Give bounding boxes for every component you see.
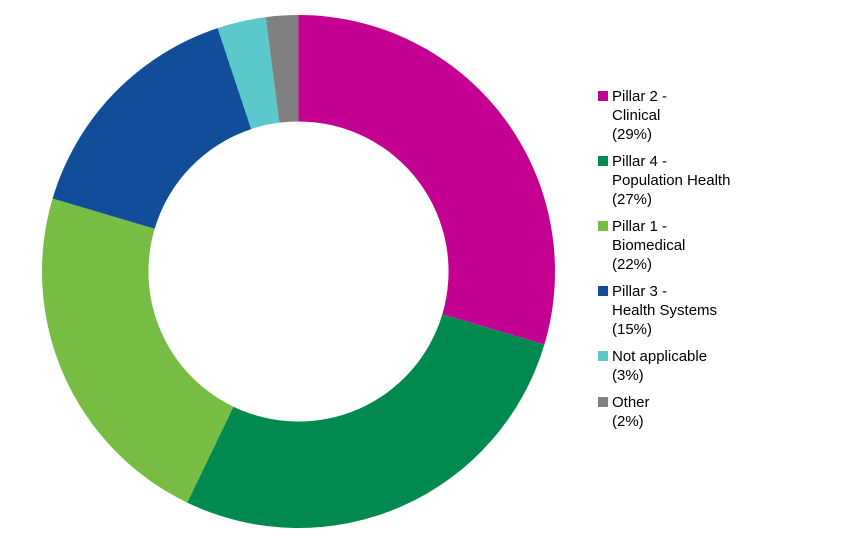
donut-segment-not-applicable — [217, 17, 280, 130]
legend-swatch — [598, 91, 608, 101]
legend-label-line: Health Systems — [612, 302, 718, 319]
legend-label-line: Not applicable — [612, 348, 708, 365]
legend-swatch — [598, 351, 608, 361]
legend-label-line: Pillar 2 - — [612, 88, 668, 105]
donut-segment-pillar-1-biomedical — [41, 198, 234, 503]
legend-item-pillar-2-clinical: Pillar 2 - Clinical (29%) — [598, 87, 730, 144]
legend-value-label: (2%) — [612, 413, 644, 430]
legend-value-label: (29%) — [612, 126, 653, 143]
legend-label-line: Population Health — [612, 172, 731, 189]
legend-item-pillar-4-population-health: Pillar 4 - Population Health (27%) — [598, 152, 730, 209]
donut-segment-pillar-4-population-health — [187, 314, 545, 529]
legend-label-line: Pillar 4 - — [612, 153, 668, 170]
legend-item-not-applicable: Not applicable (3%) — [598, 347, 730, 385]
legend-label-line: Clinical — [612, 107, 661, 124]
legend-item-other: Other (2%) — [598, 393, 730, 431]
legend-value-label: (27%) — [612, 191, 653, 208]
donut-segment-pillar-2-clinical — [298, 15, 556, 345]
legend-swatch — [598, 286, 608, 296]
legend-item-pillar-1-biomedical: Pillar 1 - Biomedical (22%) — [598, 217, 730, 274]
donut-segment-other — [265, 15, 299, 123]
chart-legend: Pillar 2 - Clinical (29%) Pillar 4 - Pop… — [598, 87, 730, 439]
legend-label-line: Pillar 3 - — [612, 283, 668, 300]
legend-label-line: Other — [612, 394, 650, 411]
legend-value-label: (15%) — [612, 321, 653, 338]
legend-item-pillar-3-health-systems: Pillar 3 - Health Systems (15%) — [598, 282, 730, 339]
legend-label-line: Pillar 1 - — [612, 218, 668, 235]
legend-value-label: (22%) — [612, 256, 653, 273]
legend-swatch — [598, 397, 608, 407]
donut-segment-pillar-3-health-systems — [52, 28, 252, 229]
legend-swatch — [598, 156, 608, 166]
legend-value-label: (3%) — [612, 367, 644, 384]
legend-label-line: Biomedical — [612, 237, 686, 254]
legend-swatch — [598, 221, 608, 231]
